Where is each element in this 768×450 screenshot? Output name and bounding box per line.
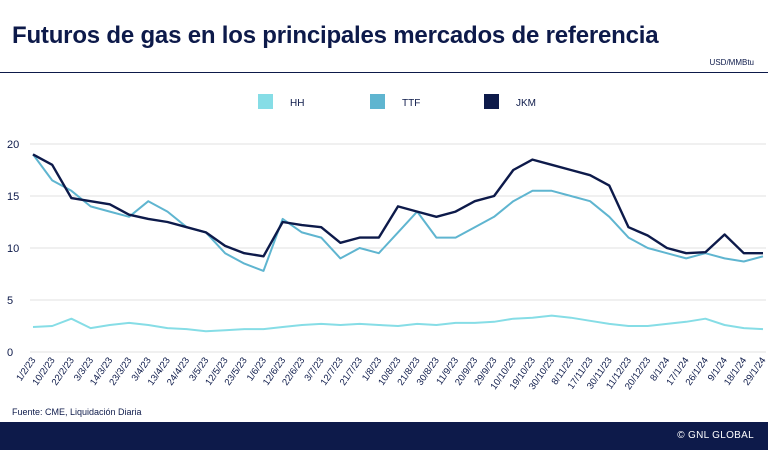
series-lines xyxy=(32,153,764,333)
y-tick-label: 20 xyxy=(7,139,19,151)
source-note: Fuente: CME, Liquidación Diaria xyxy=(12,407,142,417)
brand-credit: © GNL GLOBAL xyxy=(677,430,754,441)
chart-title: Futuros de gas en los principales mercad… xyxy=(12,22,659,49)
grid xyxy=(30,143,766,353)
legend-label-ttf: TTF xyxy=(402,98,420,109)
legend-swatch-jkm xyxy=(484,94,499,109)
line-chart: HH TTF JKM 0 5 10 15 20 1/2/2310/2/2322/2/233/… xyxy=(7,94,768,392)
y-axis: 0 5 10 15 20 xyxy=(7,139,19,359)
x-axis: 1/2/2310/2/2322/2/233/3/2314/3/2323/3/23… xyxy=(14,355,768,392)
footer-bar: © GNL GLOBAL xyxy=(0,422,768,450)
legend-label-hh: HH xyxy=(290,98,304,109)
y-tick-label: 5 xyxy=(7,295,13,307)
title-divider xyxy=(0,72,768,73)
y-tick-label: 15 xyxy=(7,191,19,203)
series-line-ttf xyxy=(32,153,764,272)
legend-swatch-hh xyxy=(258,94,273,109)
unit-label: USD/MMBtu xyxy=(709,58,754,67)
legend-swatch-ttf xyxy=(370,94,385,109)
legend: HH TTF JKM xyxy=(258,94,536,109)
legend-label-jkm: JKM xyxy=(516,98,536,109)
y-tick-label: 10 xyxy=(7,243,19,255)
y-tick-label: 0 xyxy=(7,347,13,359)
series-line-hh xyxy=(32,314,764,333)
series-line-jkm xyxy=(32,153,763,258)
